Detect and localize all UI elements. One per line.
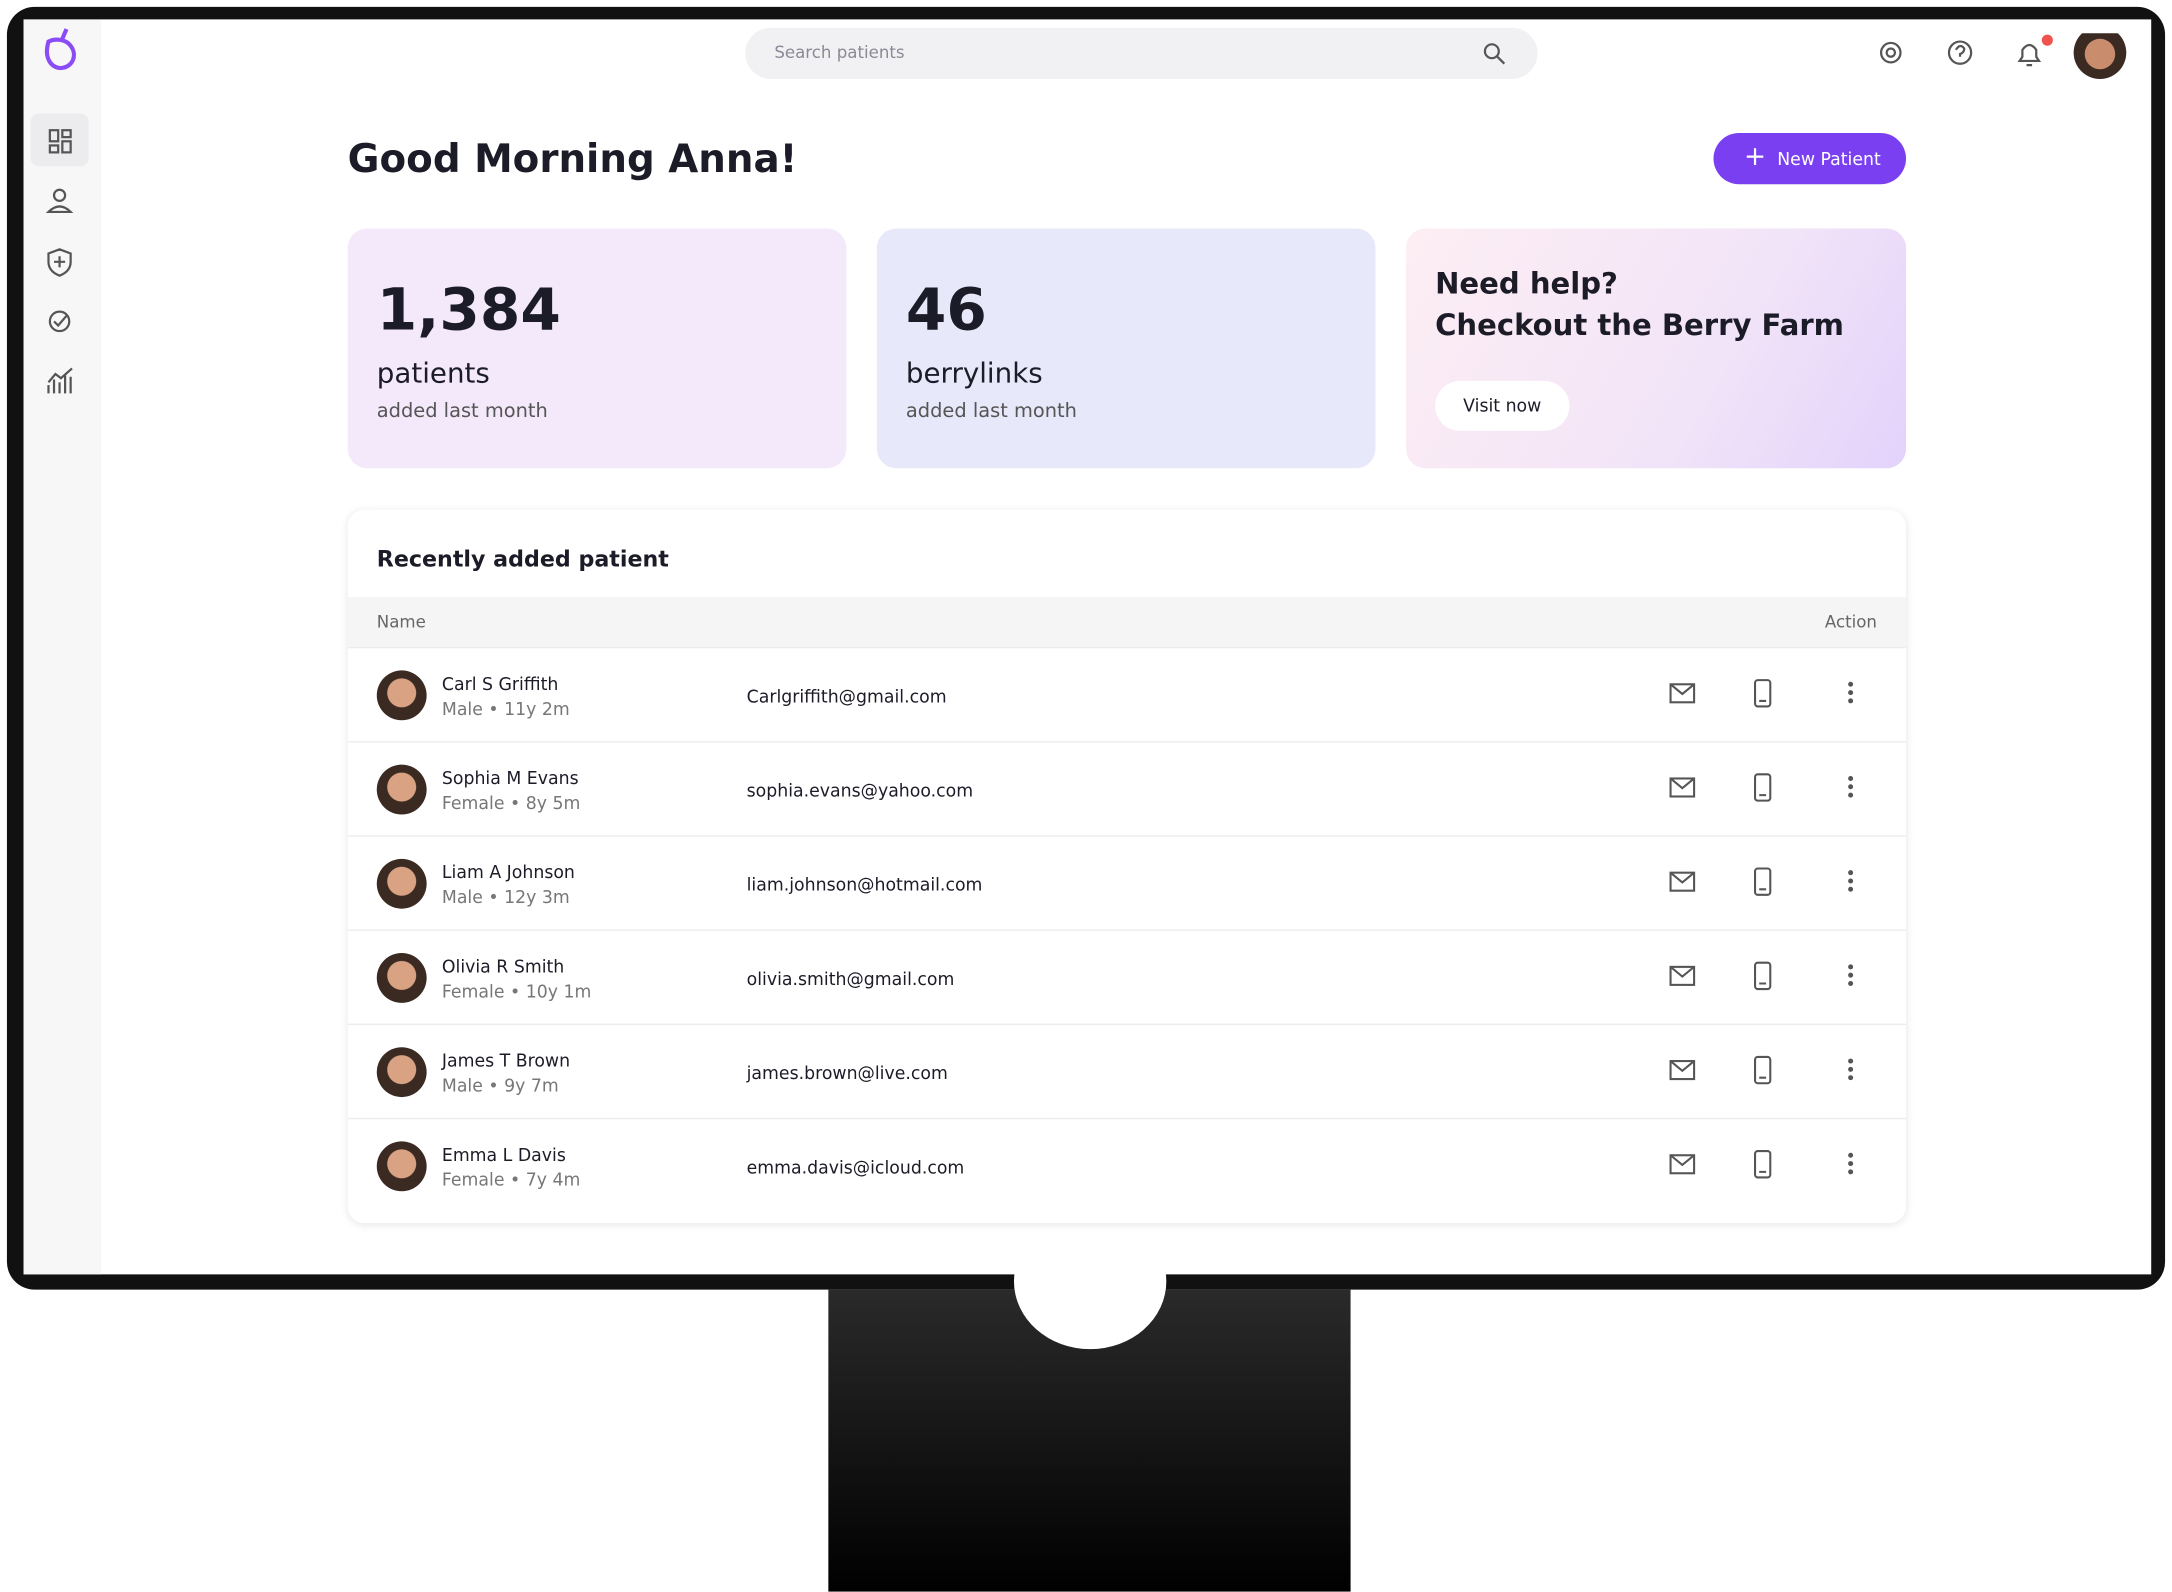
patient-name: Sophia M Evans (441, 767, 579, 789)
search-icon (1483, 43, 1506, 65)
top-icons (1879, 33, 2127, 79)
more-action[interactable] (1848, 964, 1854, 986)
patient-details: Female • 8y 5m (441, 792, 581, 814)
new-patient-button[interactable]: + New Patient (1713, 132, 1907, 185)
table-row[interactable]: Emma L Davis Female • 7y 4m emma.davis@icl… (347, 1117, 1907, 1214)
phone-action[interactable] (1754, 1055, 1772, 1085)
patient-email: olivia.smith@gmail.com (746, 968, 955, 990)
email-action[interactable] (1669, 777, 1696, 798)
sidebar-icons (30, 28, 89, 394)
header-action: Action (1824, 612, 1877, 632)
patient-details: Male • 12y 3m (441, 886, 570, 908)
patient-name: Carl S Griffith (441, 673, 559, 694)
table-title: Recently added patient (376, 545, 669, 573)
phone-action[interactable] (1754, 961, 1772, 991)
patient-name: James T Brown (441, 1049, 571, 1071)
phone-action[interactable] (1754, 679, 1772, 708)
nav-dashboard[interactable] (48, 129, 60, 143)
sidebar (23, 19, 102, 1275)
nav-active (30, 113, 89, 167)
help-line1: Need help? (1435, 267, 1618, 301)
patient-name: Emma L Davis (441, 1144, 566, 1165)
stat-card: 46 berrylinks added last month (876, 228, 1376, 469)
stat-sublabel: added last month (376, 400, 548, 423)
stat-label: berrylinks (905, 355, 1043, 390)
email-action[interactable] (1669, 1060, 1696, 1081)
stat-label: patients (376, 355, 490, 390)
stat-sublabel: added last month (905, 400, 1077, 423)
patient-details: Male • 11y 2m (441, 698, 570, 719)
more-action[interactable] (1848, 681, 1854, 704)
patient-email: Carlgriffith@gmail.com (746, 685, 947, 707)
screen: Search patients Good Morning Anna! + New … (23, 19, 2152, 1275)
row-actions (1669, 773, 1854, 802)
help-card: Need help? Checkout the Berry Farm Visit… (1405, 228, 1907, 469)
email-action[interactable] (1669, 683, 1696, 704)
greeting: Good Morning Anna! (347, 135, 798, 182)
row-actions (1669, 679, 1854, 708)
help-icon[interactable] (1947, 40, 1973, 65)
visit-button[interactable]: Visit now (1435, 380, 1570, 431)
header-name: Name (376, 612, 426, 632)
row-actions (1669, 961, 1854, 991)
patient-name: Olivia R Smith (441, 955, 565, 977)
nav-shield[interactable] (47, 248, 72, 277)
table-header: Name Action (347, 597, 1907, 647)
patient-email: emma.davis@icloud.com (746, 1156, 965, 1178)
patient-table: Recently added patient Name Action Carl … (347, 509, 1907, 1224)
table-row[interactable]: Liam A Johnson Male • 12y 3m liam.johnson@… (347, 835, 1907, 931)
patient-avatar (376, 1141, 427, 1192)
table-row[interactable]: Carl S Griffith Male • 11y 2m Carlgriffith… (347, 646, 1907, 743)
notification-dot (2041, 34, 2053, 46)
email-action[interactable] (1669, 965, 1696, 986)
row-actions (1669, 1150, 1854, 1179)
stat-value: 46 (905, 275, 987, 344)
search-bar[interactable]: Search patients (745, 27, 1538, 79)
nav-tasks[interactable] (48, 310, 71, 333)
table-row[interactable]: Olivia R Smith Female • 10y 1m olivia.smit… (347, 929, 1907, 1025)
new-patient-label: New Patient (1777, 148, 1881, 169)
patient-avatar (376, 858, 427, 909)
patient-name: Liam A Johnson (441, 861, 575, 883)
nav-analytics[interactable] (47, 367, 73, 394)
patient-avatar (376, 1047, 427, 1098)
stat-card: 1,384 patients added last month (347, 228, 847, 469)
more-action[interactable] (1848, 1058, 1854, 1081)
logo[interactable] (45, 28, 76, 71)
stat-value: 1,384 (376, 275, 561, 344)
settings-icon[interactable] (1879, 41, 1902, 64)
notifications-icon[interactable] (2017, 43, 2042, 67)
patient-avatar (376, 953, 427, 1003)
patient-details: Female • 7y 4m (441, 1169, 581, 1190)
email-action[interactable] (1669, 871, 1696, 892)
phone-action[interactable] (1754, 773, 1772, 802)
table-row[interactable]: James T Brown Male • 9y 7m james.brown@liv… (347, 1023, 1907, 1120)
help-line2: Checkout the Berry Farm (1435, 308, 1845, 343)
phone-action[interactable] (1754, 867, 1772, 896)
search-placeholder: Search patients (774, 42, 905, 63)
patient-avatar (376, 670, 427, 721)
nav-patients[interactable] (52, 188, 67, 202)
row-actions (1669, 1055, 1854, 1085)
table-row[interactable]: Sophia M Evans Female • 8y 5m sophia.evans… (347, 741, 1907, 837)
more-action[interactable] (1848, 775, 1854, 798)
phone-action[interactable] (1754, 1150, 1772, 1179)
patient-email: james.brown@live.com (746, 1062, 948, 1084)
patient-avatar (376, 764, 427, 815)
patient-email: sophia.evans@yahoo.com (746, 779, 974, 801)
email-action[interactable] (1669, 1154, 1696, 1175)
patient-details: Female • 10y 1m (441, 980, 592, 1002)
row-actions (1669, 867, 1854, 896)
more-action[interactable] (1848, 870, 1854, 892)
patient-email: liam.johnson@hotmail.com (746, 874, 983, 895)
patient-details: Male • 9y 7m (441, 1074, 559, 1096)
more-action[interactable] (1848, 1152, 1854, 1175)
